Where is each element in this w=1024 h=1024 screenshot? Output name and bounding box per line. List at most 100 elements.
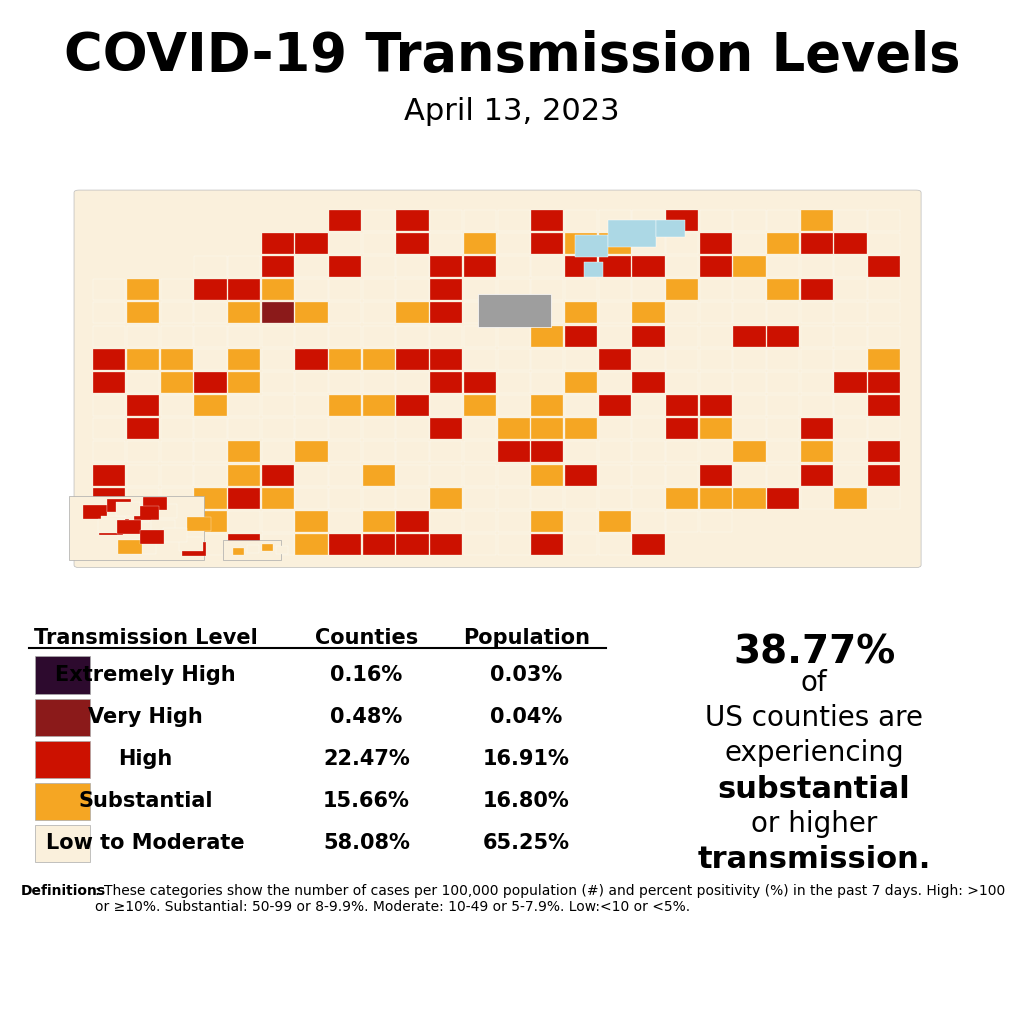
Bar (132, 540, 156, 554)
Bar (396, 326, 429, 346)
Bar (108, 499, 131, 512)
Bar (161, 326, 193, 346)
Bar (262, 487, 294, 509)
Bar (125, 508, 148, 521)
Bar (295, 280, 328, 300)
Bar (430, 465, 463, 485)
Bar (835, 232, 866, 254)
Bar (195, 418, 226, 439)
Bar (430, 349, 463, 370)
Bar (498, 302, 529, 324)
Bar (362, 349, 395, 370)
Bar (228, 280, 260, 300)
Bar (97, 519, 122, 534)
Bar (295, 326, 328, 346)
Bar (599, 418, 631, 439)
Bar (835, 465, 866, 485)
Bar (656, 220, 685, 238)
Bar (767, 418, 800, 439)
Bar (464, 395, 496, 416)
Bar (835, 349, 866, 370)
Bar (868, 441, 900, 463)
Bar (498, 210, 529, 230)
Bar (161, 511, 193, 531)
Bar (127, 302, 159, 324)
Bar (565, 372, 597, 393)
Bar (143, 497, 168, 510)
Bar (666, 210, 698, 230)
Bar (666, 232, 698, 254)
Bar (464, 372, 496, 393)
Bar (835, 326, 866, 346)
Bar (228, 441, 260, 463)
FancyBboxPatch shape (74, 190, 922, 567)
Bar (127, 349, 159, 370)
Bar (430, 395, 463, 416)
Bar (464, 210, 496, 230)
Text: Definitions: Definitions (20, 884, 105, 898)
FancyBboxPatch shape (35, 698, 90, 735)
Bar (329, 372, 361, 393)
Bar (118, 541, 142, 554)
Bar (430, 302, 463, 324)
Bar (195, 465, 226, 485)
Bar (733, 372, 766, 393)
Bar (276, 546, 288, 554)
Bar (464, 511, 496, 531)
Text: of: of (801, 669, 827, 696)
Bar (93, 395, 126, 416)
Bar (93, 441, 126, 463)
Bar (835, 418, 866, 439)
Bar (733, 395, 766, 416)
Bar (161, 418, 193, 439)
Bar (127, 395, 159, 416)
Bar (632, 535, 665, 555)
Bar (362, 418, 395, 439)
Bar (228, 372, 260, 393)
Bar (767, 465, 800, 485)
Bar (362, 372, 395, 393)
Bar (868, 210, 900, 230)
Bar (430, 441, 463, 463)
Text: COVID-19 Transmission Levels: COVID-19 Transmission Levels (63, 30, 961, 82)
Text: April 13, 2023: April 13, 2023 (404, 97, 620, 126)
Bar (599, 395, 631, 416)
Bar (464, 349, 496, 370)
FancyBboxPatch shape (35, 740, 90, 778)
Bar (835, 372, 866, 393)
Bar (599, 372, 631, 393)
Text: Low to Moderate: Low to Moderate (46, 833, 245, 853)
Bar (767, 326, 800, 346)
Text: 16.80%: 16.80% (483, 791, 569, 811)
Text: Population: Population (463, 628, 590, 648)
Bar (117, 502, 140, 516)
Bar (93, 280, 126, 300)
Bar (362, 232, 395, 254)
Bar (228, 418, 260, 439)
Bar (161, 535, 193, 555)
Bar (632, 256, 665, 276)
Bar (161, 302, 193, 324)
Bar (93, 418, 126, 439)
Bar (195, 535, 226, 555)
Text: substantial: substantial (718, 774, 910, 804)
Bar (396, 535, 429, 555)
Bar (632, 372, 665, 393)
Bar (195, 395, 226, 416)
Bar (329, 302, 361, 324)
Bar (228, 511, 260, 531)
Bar (430, 511, 463, 531)
Bar (699, 395, 732, 416)
Bar (666, 326, 698, 346)
Bar (835, 487, 866, 509)
Bar (127, 465, 159, 485)
Bar (396, 395, 429, 416)
Bar (228, 349, 260, 370)
Text: US counties are: US counties are (706, 703, 923, 732)
Bar (295, 232, 328, 254)
Bar (195, 326, 226, 346)
Bar (801, 441, 833, 463)
Bar (163, 528, 187, 542)
Bar (666, 256, 698, 276)
Text: 65.25%: 65.25% (483, 833, 569, 853)
